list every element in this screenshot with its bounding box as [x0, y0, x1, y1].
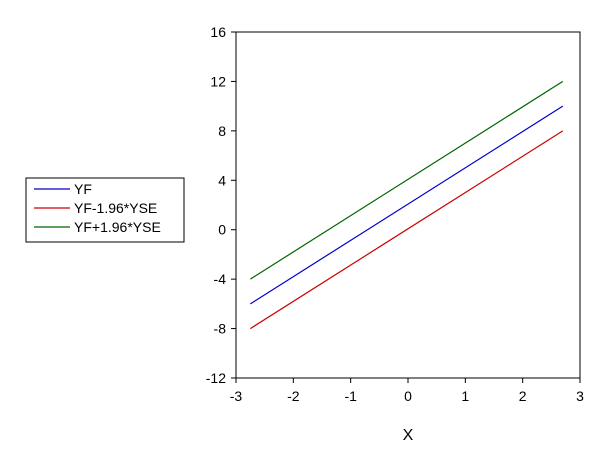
y-tick-label: 12	[210, 73, 226, 89]
x-axis: -3 -2 -1 0 1 2 3	[230, 378, 584, 404]
legend-label: YF	[74, 181, 92, 197]
y-tick-label: 8	[218, 123, 226, 139]
x-tick-label: -3	[230, 388, 243, 404]
legend-label: YF-1.96*YSE	[74, 200, 157, 216]
x-tick-label: 1	[461, 388, 469, 404]
series-line-0	[250, 105, 564, 305]
y-tick-label: 4	[218, 172, 226, 188]
x-tick-label: 0	[404, 388, 412, 404]
x-tick-label: -1	[344, 388, 357, 404]
x-tick-label: 2	[519, 388, 527, 404]
legend: YF YF-1.96*YSE YF+1.96*YSE	[25, 177, 185, 243]
x-tick-label: -2	[287, 388, 300, 404]
plot-frame	[235, 31, 581, 379]
y-tick-label: -4	[214, 271, 227, 287]
y-tick-label: -12	[206, 370, 226, 386]
y-tick-label: 16	[210, 24, 226, 40]
y-tick-label: 0	[218, 222, 226, 238]
series-lines	[250, 80, 564, 330]
y-axis: -12 -8 -4 0 4 8 12 16	[206, 24, 236, 386]
legend-label: YF+1.96*YSE	[74, 219, 161, 235]
x-axis-title: X	[403, 427, 414, 444]
series-line-2	[250, 80, 564, 280]
series-line-1	[250, 130, 564, 330]
y-tick-label: -8	[214, 321, 227, 337]
x-tick-label: 3	[576, 388, 584, 404]
